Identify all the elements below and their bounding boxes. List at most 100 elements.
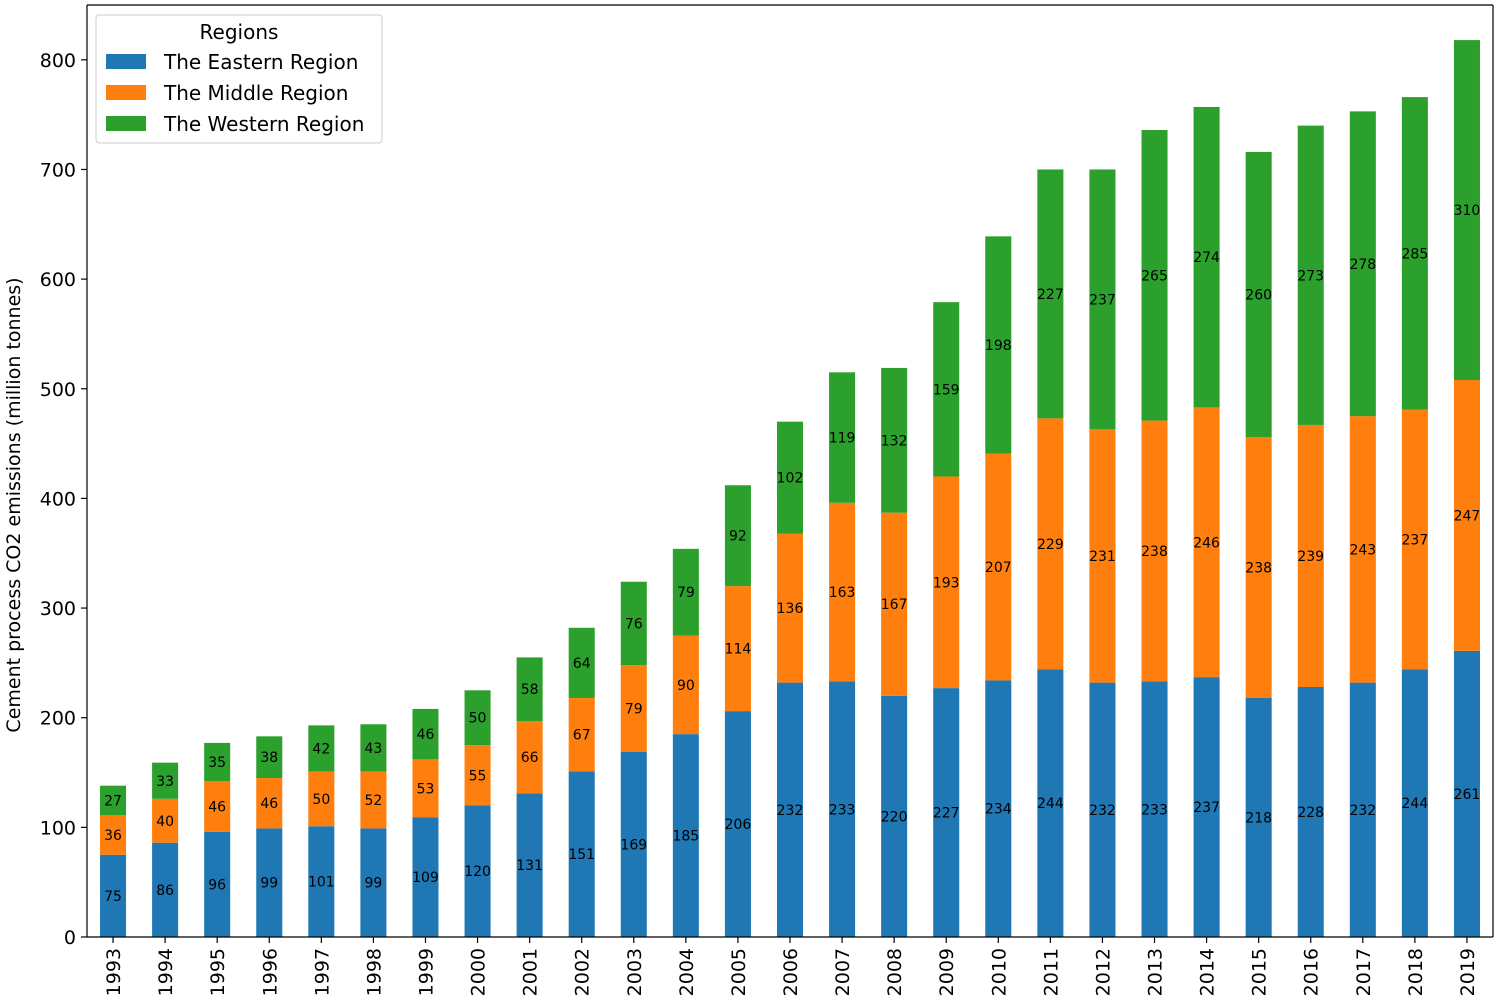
bar-label-the-middle-region-2003: 79 [625,701,643,717]
bar-the-eastern-region-2016 [1297,687,1324,937]
bar-label-the-eastern-region-2015: 218 [1245,810,1272,826]
legend-items: The Eastern Region The Middle Region The W… [106,50,364,136]
bar-the-western-region-1996 [256,736,283,779]
bar-the-middle-region-1998 [360,771,387,829]
bar-label-the-western-region-2011: 227 [1037,287,1064,303]
bar-the-middle-region-2001 [516,720,543,794]
x-tick-label-2002: 2002 [572,948,594,996]
bar-the-eastern-region-1996 [256,828,283,937]
bar-label-the-middle-region-1995: 46 [208,800,226,816]
bar-label-the-middle-region-2005: 114 [725,642,752,658]
bar-the-eastern-region-2010 [985,680,1012,937]
bar-label-the-middle-region-1993: 36 [104,828,122,844]
x-tick-label-2006: 2006 [780,948,802,996]
x-tick-label-2018: 2018 [1405,948,1427,996]
y-axis-title: Cement process CO2 emissions (million to… [3,277,25,732]
bar-label-the-eastern-region-2011: 244 [1037,796,1064,812]
bar-the-middle-region-2002 [568,697,595,772]
y-tick-label-600: 600 [40,269,76,291]
bar-label-the-western-region-1999: 46 [417,727,435,743]
bar-label-the-western-region-2013: 265 [1141,268,1168,284]
bar-label-the-western-region-1997: 42 [312,741,330,757]
bar-the-eastern-region-2009 [933,688,960,937]
bar-the-eastern-region-1995 [204,831,231,937]
bar-the-western-region-2001 [516,657,543,721]
bar-label-the-western-region-1998: 43 [364,741,382,757]
bar-label-the-middle-region-2019: 247 [1454,508,1481,524]
bar-label-the-eastern-region-2017: 232 [1349,803,1376,819]
bar-the-eastern-region-1998 [360,828,387,937]
bar-the-middle-region-1993 [100,815,127,855]
bar-the-western-region-1997 [308,725,335,772]
bar-label-the-eastern-region-1995: 96 [208,877,226,893]
bar-label-the-middle-region-2012: 231 [1089,549,1116,565]
bar-the-eastern-region-2015 [1245,697,1272,937]
bar-label-the-eastern-region-2014: 237 [1193,800,1220,816]
y-tick-label-100: 100 [40,817,76,839]
bar-label-the-middle-region-2002: 67 [573,728,591,744]
bar-label-the-western-region-2019: 310 [1454,203,1481,219]
bar-the-eastern-region-2013 [1141,681,1168,937]
bar-the-eastern-region-1994 [152,842,179,937]
bar-label-the-eastern-region-2009: 227 [933,806,960,822]
bar-the-western-region-2000 [464,690,491,746]
x-tick-label-2007: 2007 [832,948,854,996]
legend-swatch-the-middle-region [106,85,146,100]
bar-the-western-region-1994 [152,762,179,799]
bar-the-western-region-2008 [881,367,908,513]
bar-label-the-western-region-2001: 58 [521,682,539,698]
bar-the-middle-region-1995 [204,781,231,832]
bar-the-western-region-1999 [412,708,439,760]
bar-label-the-eastern-region-2006: 232 [777,803,804,819]
bar-label-the-western-region-2006: 102 [777,471,804,487]
bar-the-middle-region-2017 [1349,416,1376,683]
bar-label-the-middle-region-2000: 55 [469,768,487,784]
bar-the-eastern-region-2005 [724,711,751,937]
bar-label-the-middle-region-2008: 167 [881,597,908,613]
bars-layer [100,40,1480,937]
bar-label-the-eastern-region-2013: 233 [1141,802,1168,818]
bar-the-middle-region-2011 [1037,418,1064,670]
bar-label-the-eastern-region-2010: 234 [985,802,1012,818]
bar-label-the-western-region-2008: 132 [881,433,908,449]
bar-the-western-region-2012 [1089,169,1116,430]
bar-the-middle-region-2013 [1141,420,1168,682]
bar-the-eastern-region-2012 [1089,682,1116,937]
bar-label-the-middle-region-1996: 46 [260,796,278,812]
y-tick-label-0: 0 [64,927,76,949]
bar-the-eastern-region-2007 [829,681,856,937]
bar-the-middle-region-2012 [1089,429,1116,683]
x-tick-label-2012: 2012 [1092,948,1114,996]
y-tick-label-500: 500 [40,379,76,401]
bar-the-middle-region-2008 [881,512,908,696]
x-tick-label-1999: 1999 [415,948,437,996]
bar-label-the-eastern-region-2004: 185 [672,829,699,845]
x-tick-label-2017: 2017 [1353,948,1375,996]
bar-the-middle-region-2016 [1297,424,1324,688]
x-tick-label-2004: 2004 [676,948,698,996]
x-tick-label-2009: 2009 [936,948,958,996]
bar-the-eastern-region-2003 [620,751,647,937]
bar-label-the-eastern-region-2018: 244 [1402,796,1429,812]
legend-title: Regions [200,20,279,44]
bar-the-middle-region-2007 [829,502,856,682]
bar-the-western-region-2005 [724,485,751,587]
bar-the-western-region-1995 [204,742,231,782]
bar-label-the-middle-region-2013: 238 [1141,544,1168,560]
x-tick-label-2010: 2010 [988,948,1010,996]
bar-label-the-western-region-2015: 260 [1245,287,1272,303]
bar-the-eastern-region-2004 [672,734,699,937]
bar-label-the-western-region-2004: 79 [677,585,695,601]
bar-the-middle-region-1997 [308,771,335,827]
legend-frame [95,14,383,144]
bar-the-western-region-2002 [568,627,595,698]
bar-label-the-eastern-region-1994: 86 [156,883,174,899]
bar-label-the-eastern-region-2003: 169 [620,837,647,853]
bar-the-western-region-1998 [360,724,387,772]
bar-label-the-middle-region-2010: 207 [985,560,1012,576]
bar-label-the-middle-region-2006: 136 [777,601,804,617]
y-tick-label-400: 400 [40,488,76,510]
bar-the-eastern-region-2011 [1037,669,1064,937]
bar-label-the-eastern-region-2000: 120 [464,864,491,880]
bar-label-the-middle-region-1998: 52 [364,793,382,809]
